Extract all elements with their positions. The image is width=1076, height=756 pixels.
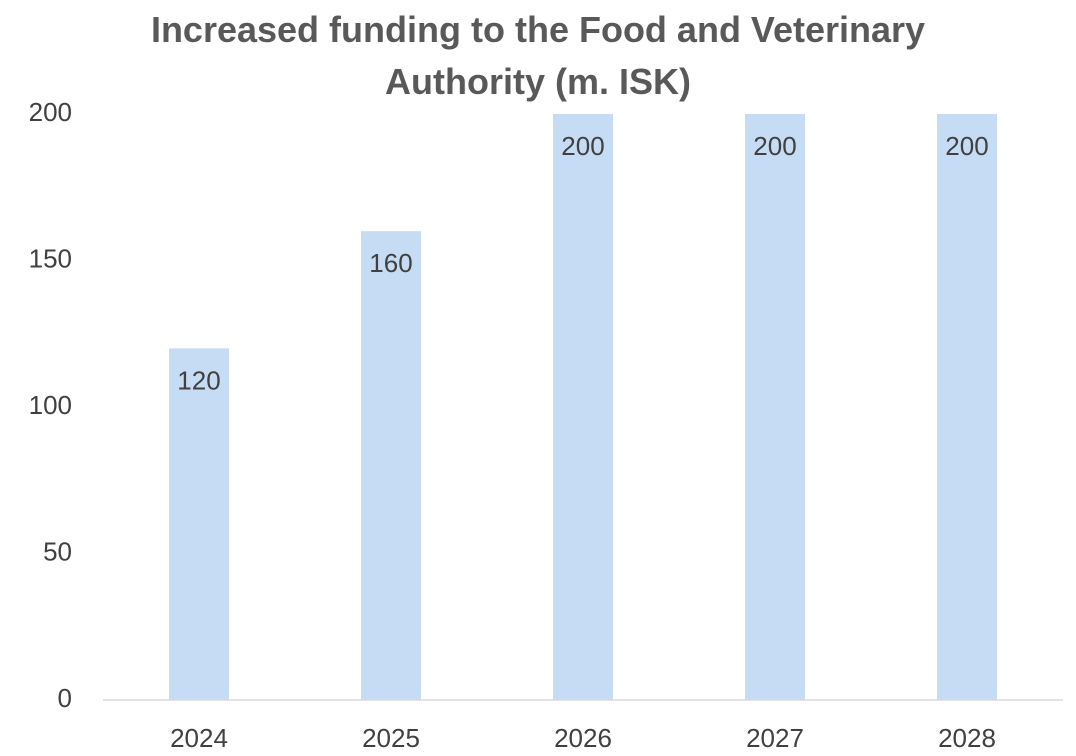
data-label: 200: [561, 131, 604, 161]
data-label: 120: [177, 365, 220, 395]
y-tick-label: 100: [29, 390, 72, 420]
chart-title: Increased funding to the Food and Veteri…: [150, 9, 926, 102]
x-tick-label: 2024: [170, 723, 228, 753]
x-tick-label: 2025: [362, 723, 420, 753]
x-tick-label: 2026: [554, 723, 612, 753]
x-tick-label: 2027: [746, 723, 804, 753]
bar: [937, 114, 997, 700]
y-tick-label: 50: [43, 536, 72, 566]
y-tick-label: 200: [29, 97, 72, 127]
data-label: 200: [753, 131, 796, 161]
bar: [745, 114, 805, 700]
y-tick-label: 150: [29, 243, 72, 273]
data-label: 200: [945, 131, 988, 161]
y-tick-label: 0: [58, 683, 72, 713]
bar: [361, 231, 421, 700]
x-tick-label: 2028: [938, 723, 996, 753]
title-box: Increased funding to the Food and Veteri…: [0, 4, 1076, 108]
bar: [169, 348, 229, 700]
data-label: 160: [369, 248, 412, 278]
bar: [553, 114, 613, 700]
